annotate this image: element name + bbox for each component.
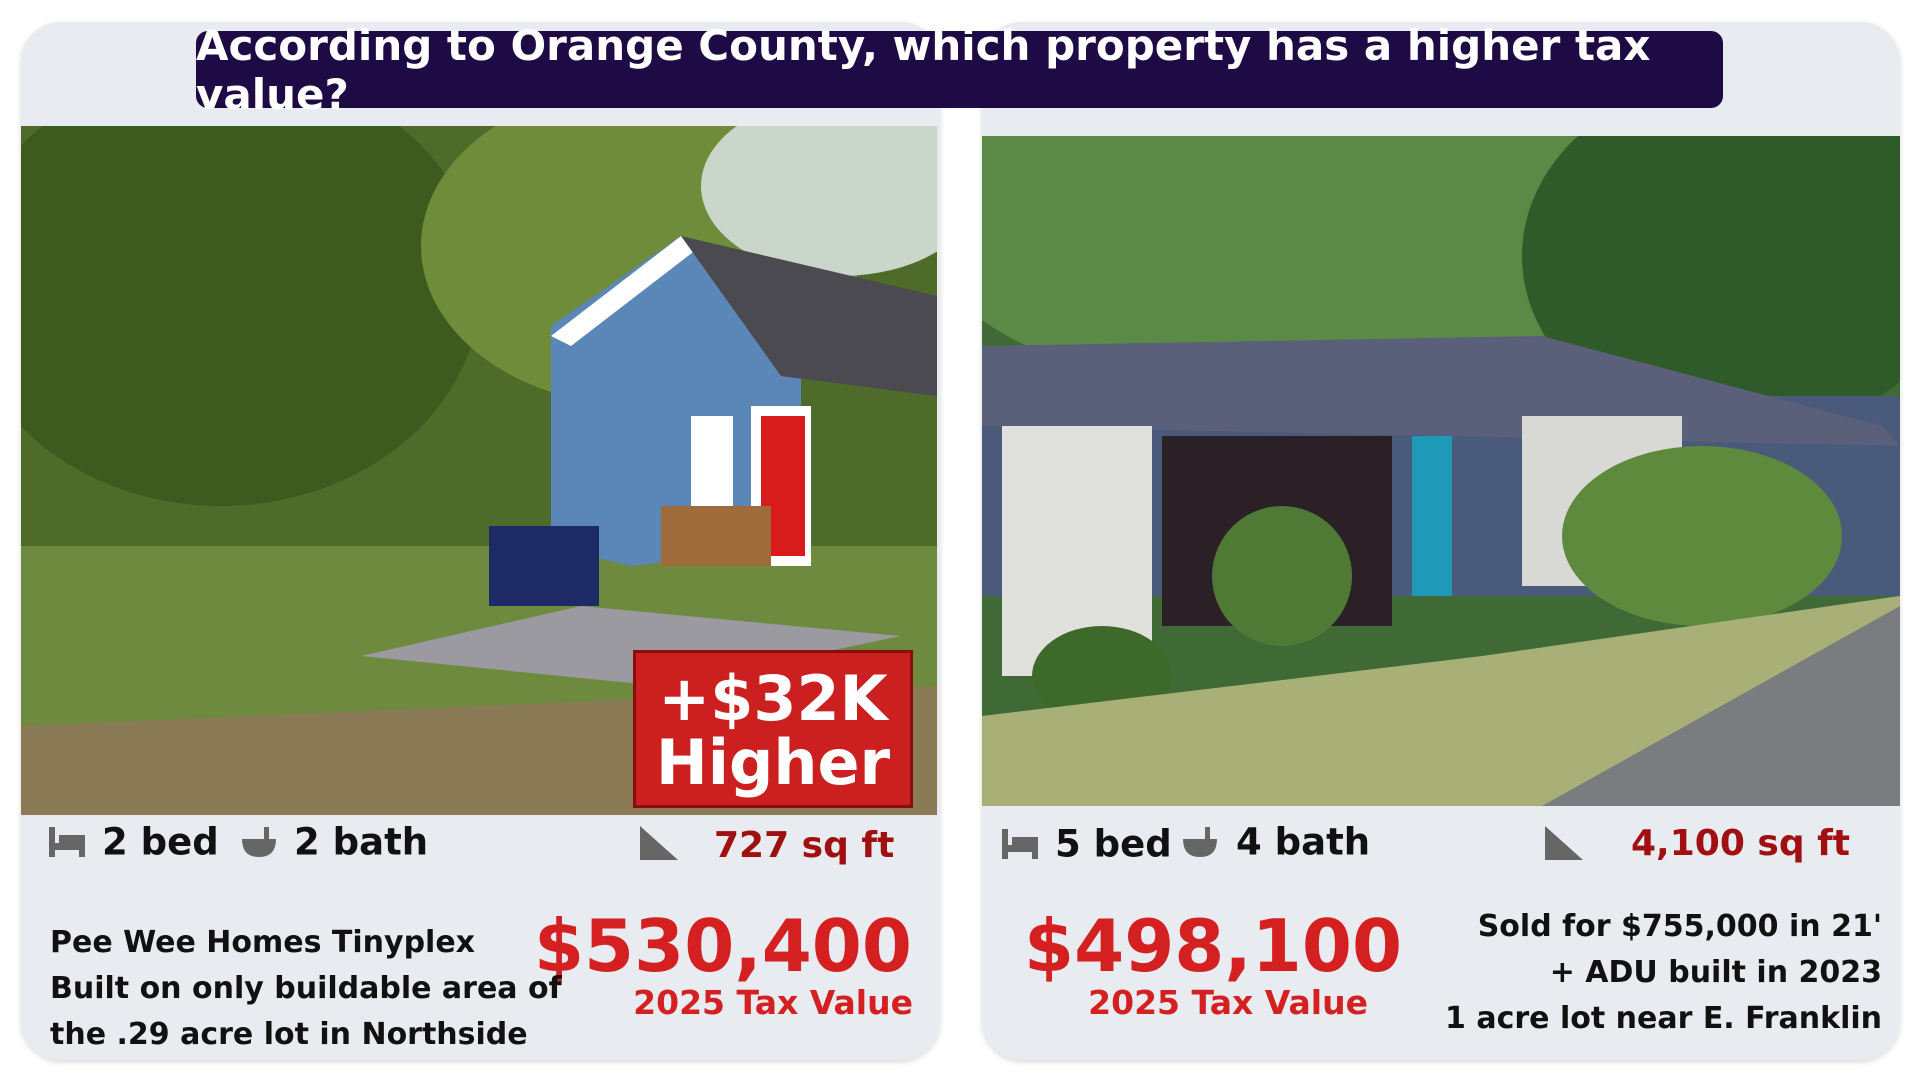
bath-icon bbox=[1183, 827, 1217, 857]
note: the .29 acre lot in Northside bbox=[50, 1017, 528, 1052]
baths: 2 bath bbox=[294, 820, 429, 864]
tax-value: $530,400 bbox=[533, 904, 912, 988]
note: Pee Wee Homes Tinyplex bbox=[50, 925, 476, 960]
area-icon bbox=[1545, 826, 1583, 860]
bed-icon bbox=[49, 827, 85, 857]
tax-value-label: 2025 Tax Value bbox=[633, 983, 913, 1022]
bed-icon bbox=[1002, 829, 1038, 859]
badge-line: Higher bbox=[655, 726, 891, 799]
note: Sold for $755,000 in 21' bbox=[1477, 909, 1882, 944]
photo-ranch-house bbox=[982, 136, 1900, 806]
tax-value: $498,100 bbox=[1024, 904, 1403, 988]
difference-badge: +$32K Higher bbox=[633, 650, 913, 808]
note: 1 acre lot near E. Franklin bbox=[1445, 1001, 1882, 1036]
beds: 2 bed bbox=[102, 820, 219, 864]
question-title: According to Orange County, which proper… bbox=[196, 21, 1723, 119]
photo-tiny-house bbox=[21, 126, 937, 815]
badge-line: +$32K bbox=[658, 662, 888, 735]
area: 4,100 sq ft bbox=[1631, 823, 1851, 864]
tax-value-label: 2025 Tax Value bbox=[1088, 983, 1368, 1022]
note: Built on only buildable area of bbox=[50, 971, 562, 1006]
note: + ADU built in 2023 bbox=[1549, 955, 1882, 990]
area-icon bbox=[640, 826, 678, 860]
bath-icon bbox=[242, 827, 276, 857]
area: 727 sq ft bbox=[714, 825, 895, 866]
baths: 4 bath bbox=[1236, 820, 1371, 864]
beds: 5 bed bbox=[1055, 822, 1172, 866]
